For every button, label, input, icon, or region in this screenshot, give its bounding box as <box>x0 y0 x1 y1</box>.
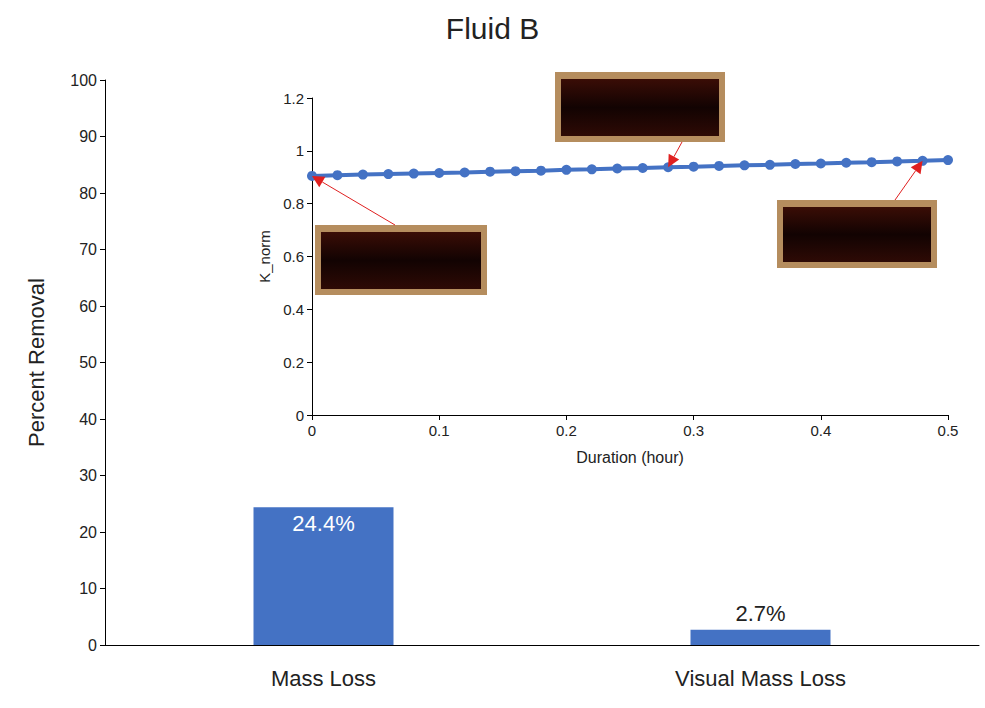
svg-text:Visual Mass Loss: Visual Mass Loss <box>675 666 846 691</box>
svg-text:0: 0 <box>308 422 316 439</box>
svg-text:0.2: 0.2 <box>283 354 304 371</box>
svg-text:10: 10 <box>79 580 97 597</box>
svg-text:Fluid B: Fluid B <box>446 12 539 45</box>
svg-text:K_norm: K_norm <box>256 230 273 283</box>
svg-text:40: 40 <box>79 411 97 428</box>
svg-text:0.4: 0.4 <box>810 422 831 439</box>
svg-text:100: 100 <box>70 72 97 89</box>
svg-text:0.6: 0.6 <box>283 248 304 265</box>
svg-text:70: 70 <box>79 241 97 258</box>
svg-text:0.8: 0.8 <box>283 195 304 212</box>
svg-text:24.4%: 24.4% <box>292 511 354 536</box>
svg-text:0.4: 0.4 <box>283 301 304 318</box>
svg-text:0.1: 0.1 <box>429 422 450 439</box>
svg-text:0: 0 <box>296 407 304 424</box>
svg-text:90: 90 <box>79 128 97 145</box>
svg-text:0.5: 0.5 <box>938 422 959 439</box>
svg-text:Percent Removal: Percent Removal <box>24 278 49 447</box>
svg-text:1: 1 <box>296 142 304 159</box>
svg-text:0.2: 0.2 <box>556 422 577 439</box>
svg-text:Duration (hour): Duration (hour) <box>576 449 684 466</box>
svg-text:20: 20 <box>79 524 97 541</box>
svg-text:0.3: 0.3 <box>683 422 704 439</box>
svg-text:Mass Loss: Mass Loss <box>271 666 376 691</box>
svg-text:2.7%: 2.7% <box>735 601 785 626</box>
svg-text:1.2: 1.2 <box>283 90 304 107</box>
svg-text:80: 80 <box>79 185 97 202</box>
svg-text:0: 0 <box>88 637 97 654</box>
svg-text:30: 30 <box>79 467 97 484</box>
svg-text:50: 50 <box>79 354 97 371</box>
svg-text:60: 60 <box>79 298 97 315</box>
